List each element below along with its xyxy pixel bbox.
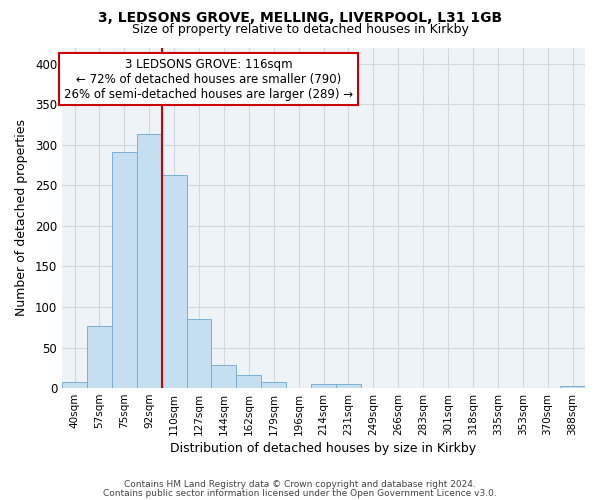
Text: Size of property relative to detached houses in Kirkby: Size of property relative to detached ho…: [131, 22, 469, 36]
Bar: [560, 386, 585, 388]
X-axis label: Distribution of detached houses by size in Kirkby: Distribution of detached houses by size …: [170, 442, 476, 455]
Bar: [261, 382, 286, 388]
Text: Contains HM Land Registry data © Crown copyright and database right 2024.: Contains HM Land Registry data © Crown c…: [124, 480, 476, 489]
Text: 3, LEDSONS GROVE, MELLING, LIVERPOOL, L31 1GB: 3, LEDSONS GROVE, MELLING, LIVERPOOL, L3…: [98, 11, 502, 25]
Text: Contains public sector information licensed under the Open Government Licence v3: Contains public sector information licen…: [103, 488, 497, 498]
Bar: [87, 326, 112, 388]
Bar: [336, 384, 361, 388]
Bar: [311, 384, 336, 388]
Bar: [187, 319, 211, 388]
Y-axis label: Number of detached properties: Number of detached properties: [15, 120, 28, 316]
Text: 3 LEDSONS GROVE: 116sqm
← 72% of detached houses are smaller (790)
26% of semi-d: 3 LEDSONS GROVE: 116sqm ← 72% of detache…: [64, 58, 353, 100]
Bar: [62, 382, 87, 388]
Bar: [236, 375, 261, 388]
Bar: [161, 175, 187, 388]
Bar: [211, 366, 236, 388]
Bar: [112, 152, 137, 388]
Bar: [137, 134, 161, 388]
